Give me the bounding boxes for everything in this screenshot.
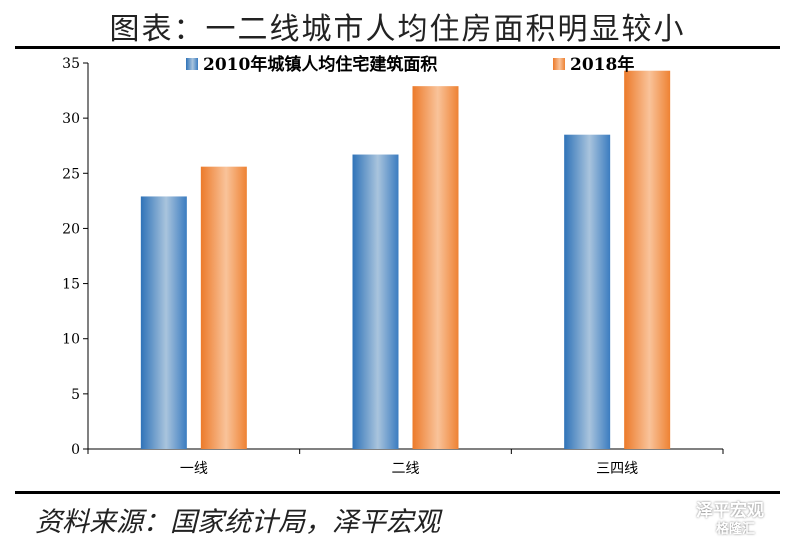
x-category-label: 三四线 [596,461,638,477]
y-tick-label: 35 [62,56,80,72]
y-tick-label: 10 [62,332,80,348]
bar-chart: 0 5 10 15 20 25 30 35 一线 二线 三四线 2010年城镇人均住宅建筑面积 20… [62,54,724,477]
bar-2018-0 [200,166,247,449]
top-rule [15,46,780,49]
wechat-icon [668,500,692,518]
y-tick-label: 25 [62,166,80,182]
bar-2010-2 [564,134,611,449]
legend-label: 2018年 [570,54,634,75]
watermark: 泽平宏观 格隆汇 [668,494,790,538]
y-tick-label: 30 [62,111,80,127]
bottom-rule [15,491,780,494]
bar-2018-2 [624,70,671,449]
source-note: 资料来源：国家统计局，泽平宏观 [35,507,440,538]
legend-swatch [553,58,565,70]
legend-label: 2010年城镇人均住宅建筑面积 [203,54,437,75]
y-tick-label: 0 [71,442,80,458]
watermark-sub: 格隆汇 [716,522,756,537]
chart-title: 图表：一二线城市人均住房面积明显较小 [109,12,686,47]
bar-2010-1 [352,154,399,449]
legend-swatch [186,58,198,70]
bar-2010-0 [140,196,187,449]
y-tick-label: 20 [62,221,80,237]
y-tick-label: 5 [71,387,80,403]
x-category-label: 二线 [392,461,420,477]
y-tick-label: 15 [62,277,80,293]
bar-2018-1 [412,86,459,449]
x-category-label: 一线 [180,461,208,477]
watermark-name: 泽平宏观 [696,501,764,521]
